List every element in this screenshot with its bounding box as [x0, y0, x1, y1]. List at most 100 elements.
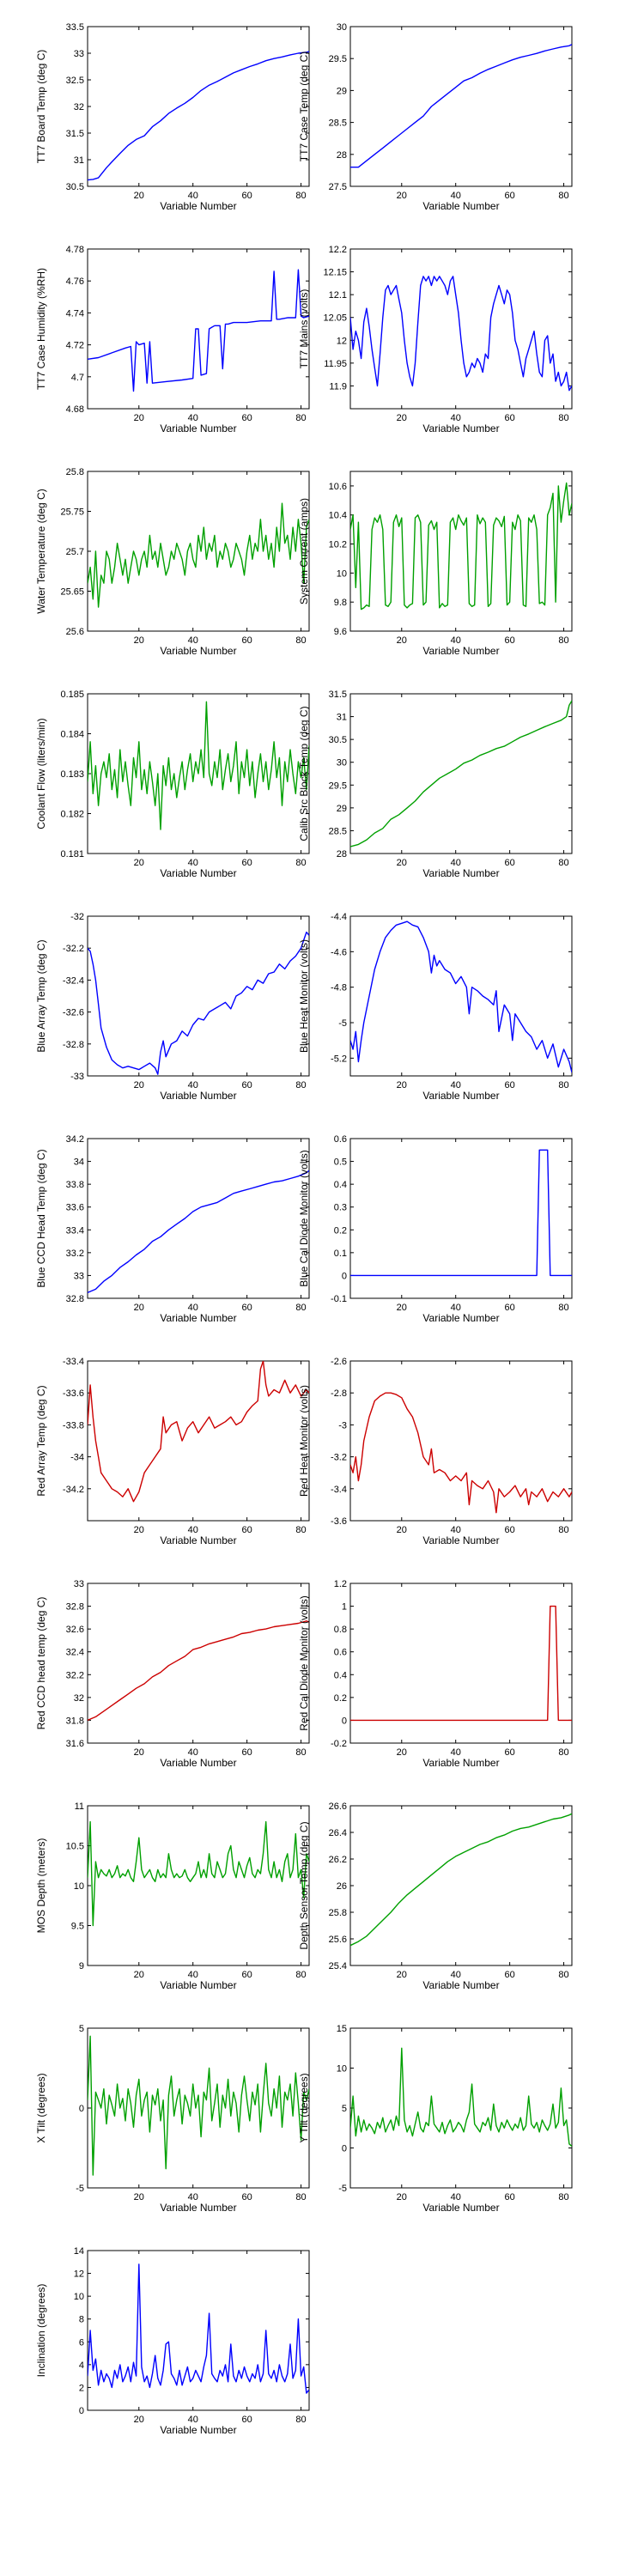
x-axis-label: Variable Number	[160, 1090, 236, 1102]
x-tick-label: 20	[397, 635, 407, 646]
x-axis-label: Variable Number	[422, 422, 499, 434]
chart-panel: 20 40 60 80 28 28.5 29 29.5 30 30.5 31 31.5 Variable…	[298, 690, 573, 879]
series-line	[350, 482, 572, 611]
x-axis-label: Variable Number	[160, 1534, 236, 1546]
y-tick-label: 33	[74, 1271, 84, 1281]
y-axis-label: TT7 Case Humidity (%RH)	[35, 268, 47, 390]
y-tick-label: 0.4	[334, 1180, 347, 1190]
y-tick-label: 5	[79, 2024, 84, 2034]
chart-panel: 20 40 60 80 4.68 4.7 4.72 4.74 4.76 4.78 Variable …	[35, 245, 310, 434]
y-axis-label: X Tilt (degrees)	[35, 2073, 47, 2142]
plot-area	[87, 915, 310, 1077]
y-tick-label: 10.4	[329, 511, 347, 521]
y-tick-label: 31	[337, 713, 347, 723]
y-tick-label: 30	[337, 22, 347, 33]
x-tick-label: 40	[451, 635, 461, 646]
chart-panel: 20 40 60 80 -33 -32.8 -32.6 -32.4 -32.2 -32 Variab…	[35, 912, 310, 1102]
x-tick-label: 80	[295, 2415, 306, 2425]
y-axis-label: Red Array Temp (deg C)	[35, 1385, 47, 1496]
y-tick-label: 8	[79, 2315, 84, 2325]
y-tick-label: 12.15	[323, 268, 347, 278]
y-tick-label: 28.5	[329, 118, 347, 129]
y-tick-label: 12	[337, 336, 347, 346]
series-line	[88, 2263, 309, 2394]
y-tick-label: 32.6	[66, 1625, 84, 1635]
x-axis-label: Variable Number	[160, 645, 236, 657]
y-tick-label: 32.2	[66, 1670, 84, 1680]
x-tick-label: 40	[188, 1747, 198, 1758]
series-line	[88, 1820, 309, 1927]
x-tick-label: 60	[242, 1080, 252, 1091]
plot-area	[87, 2027, 310, 2189]
y-tick-label: -32.8	[63, 1040, 84, 1050]
y-tick-label: 2	[79, 2383, 84, 2393]
y-tick-label: 12.2	[329, 245, 347, 255]
x-tick-label: 60	[242, 1747, 252, 1758]
y-tick-label: -33.6	[63, 1388, 84, 1399]
x-tick-label: 80	[295, 413, 306, 423]
y-axis-label: Calib Src Block Temp (deg C)	[298, 706, 310, 841]
x-tick-label: 60	[242, 191, 252, 201]
x-tick-label: 80	[295, 1525, 306, 1535]
x-tick-label: 20	[134, 1970, 144, 1980]
y-tick-label: -3.2	[331, 1453, 347, 1463]
y-tick-label: 10	[337, 568, 347, 579]
y-tick-label: 11	[75, 1801, 84, 1812]
plot-area	[349, 693, 573, 854]
y-tick-label: -5.2	[331, 1054, 347, 1064]
series-line	[350, 276, 572, 392]
y-tick-label: 32.4	[66, 1648, 84, 1658]
plot-area	[87, 26, 310, 187]
y-tick-label: 28	[337, 849, 347, 860]
y-tick-label: 0.3	[334, 1203, 347, 1213]
y-tick-label: 33.8	[66, 1180, 84, 1190]
y-tick-label: 0.6	[334, 1648, 347, 1658]
x-axis-label: Variable Number	[422, 645, 499, 657]
y-tick-label: 26	[337, 1881, 347, 1892]
y-axis-label: Y Tilt (degrees)	[298, 2073, 310, 2142]
y-tick-label: 4.78	[66, 245, 84, 255]
series-line	[88, 1620, 309, 1722]
y-tick-label: 0.184	[60, 730, 84, 740]
plot-area	[349, 915, 573, 1077]
y-axis-label: Red CCD head temp (deg C)	[35, 1597, 47, 1730]
x-tick-label: 40	[188, 1525, 198, 1535]
y-tick-label: 5	[342, 2104, 347, 2114]
y-tick-label: -34.2	[63, 1485, 84, 1495]
y-axis-label: Water Temperature (deg C)	[35, 489, 47, 613]
y-tick-label: 1	[342, 1602, 347, 1613]
x-tick-label: 20	[134, 2415, 144, 2425]
y-tick-label: 4.74	[66, 308, 84, 319]
y-axis-label: Inclination (degrees)	[35, 2284, 47, 2378]
series-line	[350, 1392, 572, 1514]
y-axis-label: TT7 Board Temp (deg C)	[35, 50, 47, 164]
y-axis-label: Red Heat Monitor (volts)	[298, 1385, 310, 1497]
x-tick-label: 80	[558, 1747, 568, 1758]
x-axis-label: Variable Number	[160, 2202, 236, 2214]
x-tick-label: 20	[397, 1525, 407, 1535]
y-tick-label: 33.2	[66, 1249, 84, 1259]
y-axis-label: Blue Cal Diode Monitor (volts)	[298, 1150, 310, 1286]
y-tick-label: 32	[74, 1693, 84, 1704]
x-tick-label: 60	[505, 635, 515, 646]
x-tick-label: 60	[505, 1080, 515, 1091]
series-line	[350, 1149, 572, 1277]
plot-area	[349, 26, 573, 187]
y-tick-label: 0.2	[334, 1693, 347, 1704]
series-line	[350, 1813, 572, 1947]
x-tick-label: 60	[242, 635, 252, 646]
x-tick-label: 80	[295, 635, 306, 646]
series-line	[350, 44, 572, 168]
x-tick-label: 80	[295, 1303, 306, 1313]
y-tick-label: 31	[74, 155, 84, 166]
x-tick-label: 80	[558, 1970, 568, 1980]
x-tick-label: 60	[505, 858, 515, 868]
y-tick-label: -4.4	[331, 912, 347, 922]
y-tick-label: 4.76	[66, 276, 84, 287]
y-tick-label: 0	[79, 2104, 84, 2114]
chart-panel: 20 40 60 80 -3.6 -3.4 -3.2 -3 -2.8 -2.6 Variable N…	[298, 1357, 573, 1546]
chart-panel: 20 40 60 80 9.6 9.8 10 10.2 10.4 10.6 Variable Num…	[298, 471, 573, 657]
y-tick-label: 30	[337, 758, 347, 769]
x-tick-label: 20	[397, 413, 407, 423]
y-tick-label: 12	[74, 2269, 84, 2280]
